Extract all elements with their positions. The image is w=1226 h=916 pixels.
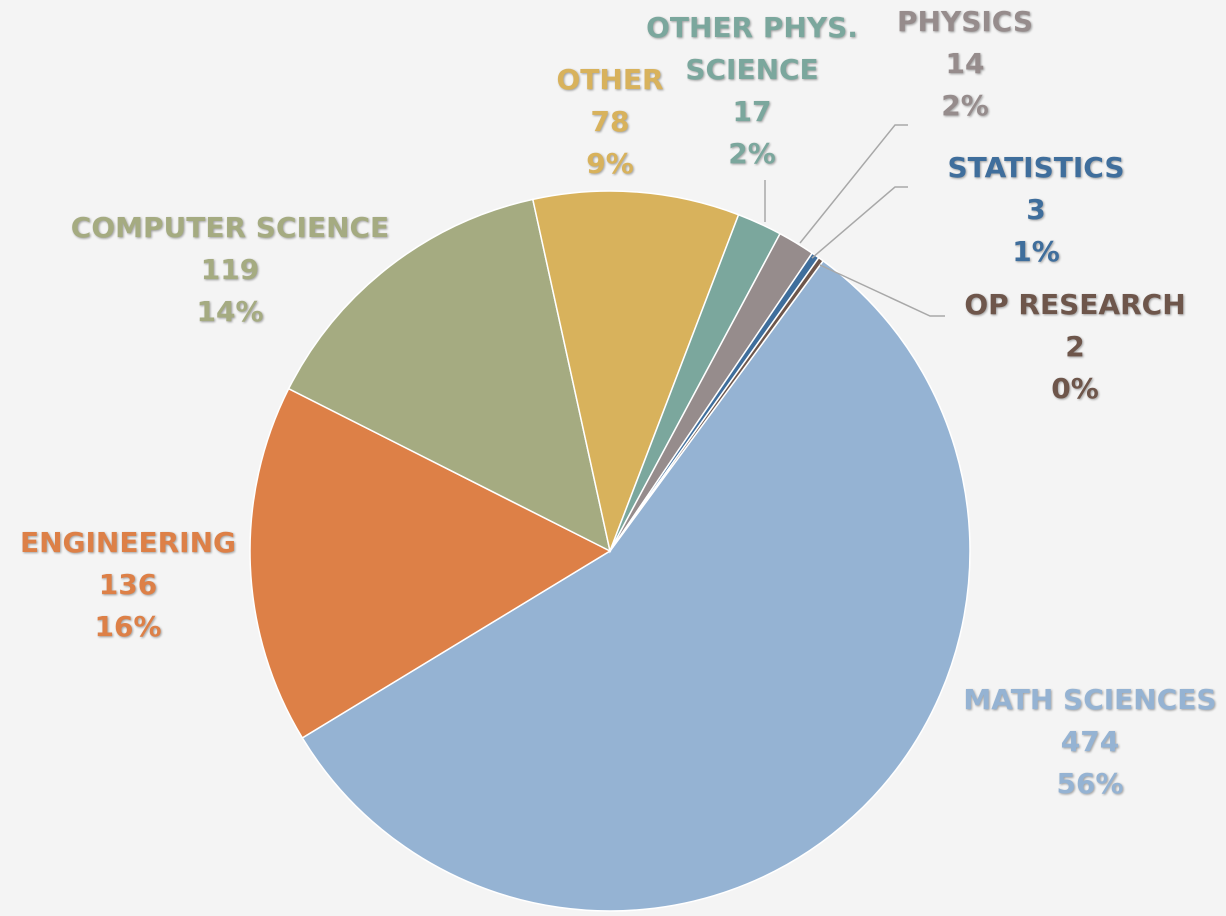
- count-label: 17: [732, 95, 772, 128]
- slice-label: MATH SCIENCES 474 56%: [890, 679, 1226, 805]
- leader-line: [799, 124, 908, 244]
- category-label: OP RESEARCH: [964, 288, 1186, 321]
- slice-label: STATISTICS 3 1%: [886, 147, 1186, 273]
- count-label: 119: [200, 253, 260, 286]
- pie-slice: [531, 190, 740, 554]
- count-label: 136: [98, 568, 158, 601]
- percent-label: 2%: [941, 89, 989, 122]
- count-label: 78: [590, 105, 630, 138]
- category-label: ENGINEERING: [19, 526, 237, 559]
- category-label: STATISTICS: [947, 151, 1125, 184]
- slice-label: OP RESEARCH 2 0%: [925, 284, 1225, 410]
- slice-label: COMPUTER SCIENCE 119 14%: [30, 207, 430, 333]
- percent-label: 9%: [586, 147, 634, 180]
- slice-label: PHYSICS 14 2%: [815, 1, 1115, 127]
- count-label: 3: [1026, 193, 1046, 226]
- leader-line: [819, 264, 945, 317]
- leader-lines: [764, 124, 945, 317]
- pie-slice: [287, 198, 612, 553]
- category-label: PHYSICS: [896, 5, 1034, 38]
- percent-label: 1%: [1012, 235, 1060, 268]
- pie-slice: [301, 259, 971, 912]
- count-label: 14: [945, 47, 985, 80]
- pie-slice: [609, 256, 825, 552]
- percent-label: 14%: [196, 295, 264, 328]
- slice-label: OTHER PHYS. SCIENCE 17 2%: [632, 7, 872, 175]
- count-label: 474: [1060, 725, 1120, 758]
- percent-label: 16%: [94, 610, 162, 643]
- pie-slice: [249, 387, 612, 739]
- category-label: OTHER PHYS. SCIENCE: [646, 11, 858, 86]
- category-label: MATH SCIENCES: [963, 683, 1217, 716]
- percent-label: 56%: [1056, 767, 1124, 800]
- count-label: 2: [1065, 330, 1085, 363]
- category-label: COMPUTER SCIENCE: [70, 211, 390, 244]
- percent-label: 2%: [728, 137, 776, 170]
- slice-label: ENGINEERING 136 16%: [0, 522, 278, 648]
- category-label: OTHER: [556, 63, 664, 96]
- percent-label: 0%: [1051, 372, 1099, 405]
- slice-label: OTHER 78 9%: [510, 59, 710, 185]
- leader-line: [811, 186, 908, 259]
